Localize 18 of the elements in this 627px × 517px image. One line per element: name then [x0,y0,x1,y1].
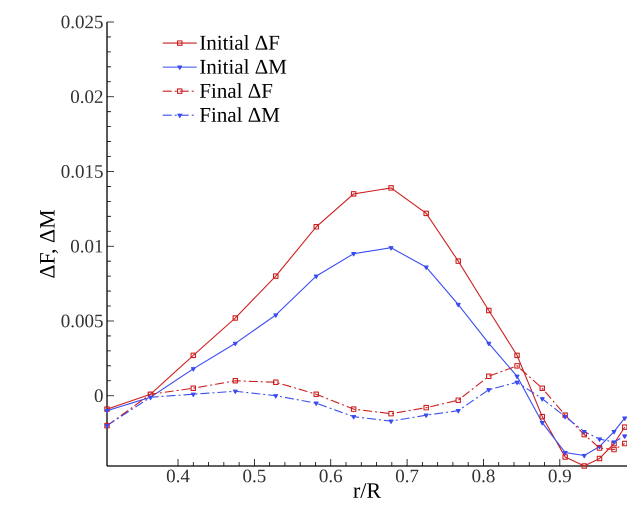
y-tick-label: 0.02 [70,90,102,104]
y-tick-label: 0.025 [61,16,103,28]
x-axis-title: r/R [353,483,382,498]
y-axis-title: ΔF, ΔM [40,210,58,278]
legend-label: Final ΔM [200,107,280,122]
y-tick-label: 0.005 [61,314,103,328]
x-tick-label: 0.7 [396,470,418,482]
legend-label: Initial ΔF [200,35,280,50]
y-tick-label: 0 [94,389,103,402]
x-tick-label: 0.8 [472,470,495,482]
legend-label: Final ΔF [200,83,272,98]
y-tick-label: 0.01 [70,240,102,253]
y-tick-label: 0.015 [61,165,103,178]
x-tick-label: 0.6 [320,470,342,482]
x-tick-label: 0.4 [166,470,190,482]
legend-label: Initial ΔM [200,59,286,74]
x-tick-label: 0.5 [243,470,266,482]
x-tick-label: 0.9 [548,470,571,482]
